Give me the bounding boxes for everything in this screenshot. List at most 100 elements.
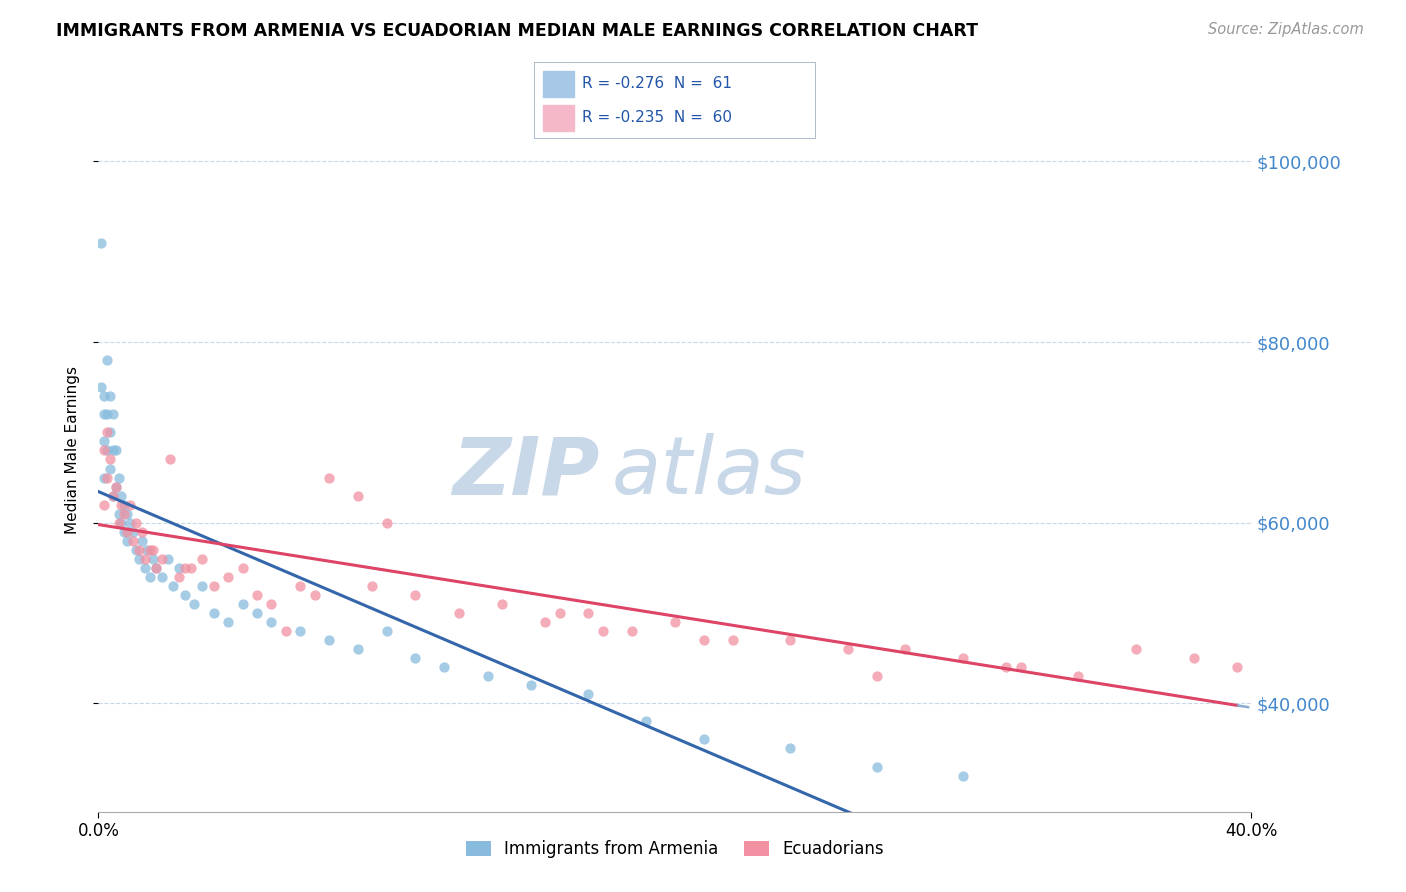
Point [93,470,115,484]
Point [167,570,190,584]
Point [1010,660,1032,674]
Point [1182,651,1205,665]
Text: atlas: atlas [612,434,806,511]
Point [128,551,150,566]
Point [104,480,127,494]
Point [260,615,283,629]
Point [101,489,124,503]
Point [122,524,145,539]
Point [837,642,859,657]
Point [96,425,118,440]
Point [139,570,162,584]
Text: IMMIGRANTS FROM ARMENIA VS ECUADORIAN MEDIAN MALE EARNINGS CORRELATION CHART: IMMIGRANTS FROM ARMENIA VS ECUADORIAN ME… [56,22,979,40]
Point [101,443,124,458]
Point [952,651,974,665]
Point [159,452,181,467]
Point [104,443,127,458]
Point [167,561,190,575]
Point [183,597,205,611]
Point [96,443,118,458]
Point [318,633,340,648]
Point [125,516,148,530]
Point [90,235,112,250]
Point [231,561,254,575]
Point [117,507,139,521]
Point [98,389,121,403]
Point [491,597,513,611]
Point [131,524,153,539]
Point [721,633,744,648]
Point [578,687,600,701]
Point [145,561,167,575]
Point [156,551,179,566]
Point [120,516,142,530]
Point [231,597,254,611]
Point [107,516,129,530]
Point [112,524,135,539]
Point [290,579,312,593]
Point [107,470,129,484]
Point [128,542,150,557]
Point [1125,642,1147,657]
Point [246,588,269,602]
Bar [543,105,574,130]
Point [98,452,121,467]
Point [693,732,716,747]
Text: Source: ZipAtlas.com: Source: ZipAtlas.com [1208,22,1364,37]
Point [548,606,571,620]
Point [93,407,115,421]
Point [117,533,139,548]
Point [217,570,239,584]
Bar [543,70,574,96]
Point [191,551,214,566]
Point [191,579,214,593]
Point [96,353,118,368]
Point [693,633,716,648]
Point [246,606,269,620]
Point [101,407,124,421]
Point [142,551,165,566]
Legend: Immigrants from Armenia, Ecuadorians: Immigrants from Armenia, Ecuadorians [460,833,890,865]
Point [290,624,312,639]
Text: R = -0.276  N =  61: R = -0.276 N = 61 [582,76,733,91]
Y-axis label: Median Male Earnings: Median Male Earnings [65,367,80,534]
Point [142,542,165,557]
Point [1226,660,1249,674]
Point [110,498,132,512]
Point [180,561,202,575]
Point [217,615,239,629]
Point [260,597,283,611]
Point [93,434,115,449]
Point [93,443,115,458]
Point [779,633,801,648]
Point [894,642,917,657]
Point [346,642,368,657]
Point [304,588,326,602]
Point [664,615,686,629]
Point [578,606,600,620]
Point [375,624,398,639]
Point [131,533,153,548]
Point [995,660,1018,674]
Point [447,606,470,620]
Point [93,389,115,403]
Point [134,551,156,566]
Point [202,579,225,593]
Point [98,425,121,440]
Point [122,533,145,548]
Point [318,470,340,484]
Point [1067,669,1090,683]
Point [779,741,801,756]
Point [107,507,129,521]
Point [134,561,156,575]
Point [96,407,118,421]
Point [110,516,132,530]
Point [174,588,197,602]
Point [112,498,135,512]
Point [866,669,889,683]
Point [150,551,173,566]
Point [112,507,135,521]
Point [866,759,889,773]
Point [162,579,184,593]
Point [150,570,173,584]
